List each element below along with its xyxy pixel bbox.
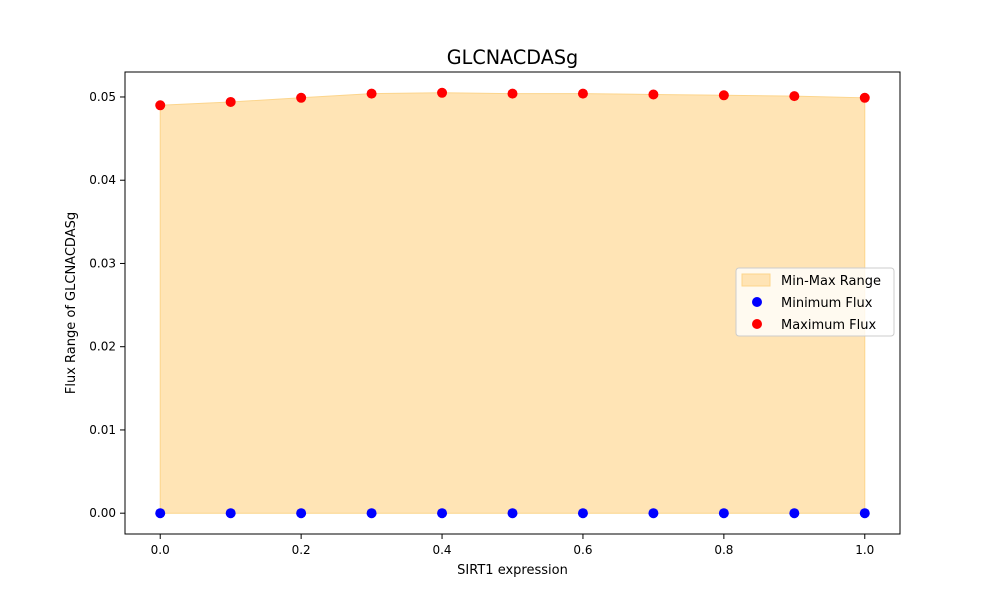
chart-title: GLCNACDASg [447, 46, 578, 69]
y-tick-label: 0.03 [89, 256, 116, 270]
minimum-flux-point [718, 508, 729, 519]
x-tick-label: 0.6 [573, 543, 592, 557]
x-tick-label: 0.2 [292, 543, 311, 557]
legend-marker-max [752, 319, 762, 329]
y-axis-label: Flux Range of GLCNACDASg [64, 212, 79, 394]
minimum-flux-point [859, 508, 870, 519]
maximum-flux-point [507, 88, 518, 99]
maximum-flux-point [366, 88, 377, 99]
minimum-flux-point [648, 508, 659, 519]
minimum-flux-point [225, 508, 236, 519]
minimum-flux-point [789, 508, 800, 519]
y-tick-label: 0.01 [89, 423, 116, 437]
y-tick-label: 0.04 [89, 173, 116, 187]
maximum-flux-point [155, 100, 166, 111]
maximum-flux-point [789, 91, 800, 102]
x-axis-label: SIRT1 expression [457, 563, 568, 578]
x-tick-label: 0.4 [432, 543, 451, 557]
minimum-flux-point [437, 508, 448, 519]
legend-swatch-range [741, 273, 771, 287]
legend-label-max: Maximum Flux [781, 318, 877, 333]
maximum-flux-point [577, 88, 588, 99]
plot-area [155, 87, 870, 519]
maximum-flux-point [225, 96, 236, 107]
x-tick-label: 1.0 [855, 543, 874, 557]
y-tick-label: 0.02 [89, 340, 116, 354]
minimum-flux-point [577, 508, 588, 519]
y-tick-label: 0.05 [89, 90, 116, 104]
legend-label-min: Minimum Flux [781, 296, 873, 311]
maximum-flux-point [859, 92, 870, 103]
x-tick-label: 0.0 [151, 543, 170, 557]
legend: Min-Max Range Minimum Flux Maximum Flux [735, 267, 895, 337]
minimum-flux-point [155, 508, 166, 519]
x-tick-label: 0.8 [714, 543, 733, 557]
x-axis-ticks: 0.0 0.2 0.4 0.6 0.8 1.0 [151, 534, 874, 557]
maximum-flux-points [155, 87, 870, 111]
maximum-flux-point [648, 89, 659, 100]
minimum-flux-points [155, 508, 870, 519]
y-tick-label: 0.00 [89, 506, 116, 520]
legend-marker-min [752, 297, 762, 307]
maximum-flux-point [296, 92, 307, 103]
legend-label-range: Min-Max Range [781, 274, 881, 289]
minimum-flux-point [296, 508, 307, 519]
axes-frame [124, 71, 901, 535]
maximum-flux-point [437, 87, 448, 98]
legend-box [735, 267, 895, 337]
y-axis-ticks: 0.00 0.01 0.02 0.03 0.04 0.05 [89, 90, 125, 520]
minimum-flux-point [507, 508, 518, 519]
minimum-flux-point [366, 508, 377, 519]
maximum-flux-point [718, 90, 729, 101]
